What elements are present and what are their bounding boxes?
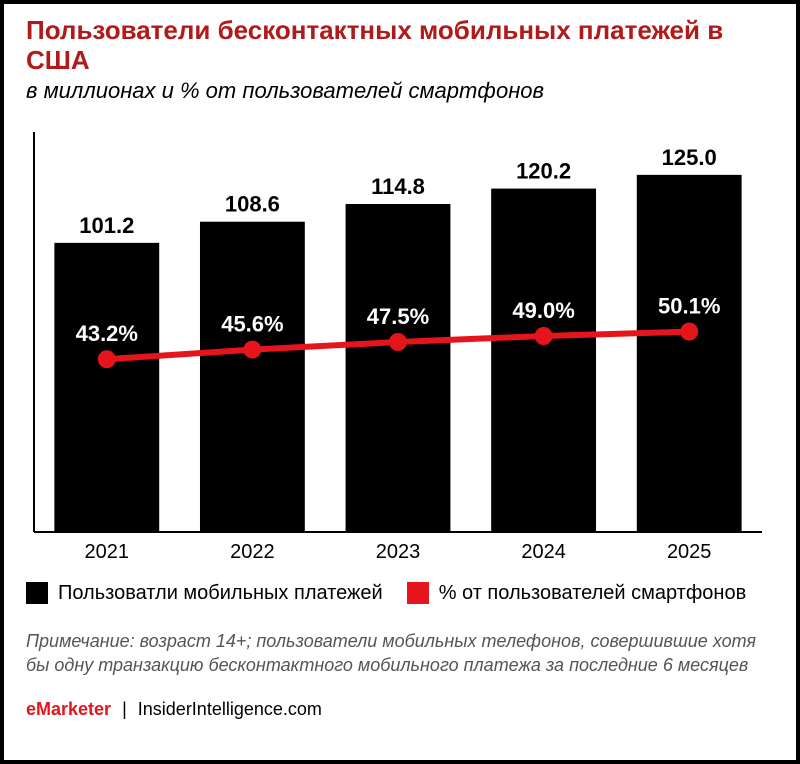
chart-footnote: Примечание: возраст 14+; пользователи мо…: [26, 629, 774, 678]
chart-legend: Пользоватли мобильных платежей % от поль…: [26, 582, 774, 605]
category-label: 2023: [376, 541, 421, 563]
category-label: 2022: [230, 541, 275, 563]
pct-label: 49.0%: [512, 298, 574, 323]
pct-label: 47.5%: [367, 304, 429, 329]
legend-label-line: % от пользователей смартфонов: [439, 582, 747, 605]
bar-value-label: 108.6: [225, 191, 280, 216]
source-brand: eMarketer: [26, 699, 111, 719]
legend-swatch-line: [407, 582, 429, 604]
category-label: 2024: [521, 541, 566, 563]
chart-subtitle: в миллионах и % от пользователей смартфо…: [26, 78, 774, 104]
bar-value-label: 125.0: [662, 145, 717, 170]
category-label: 2021: [85, 541, 130, 563]
pct-label: 45.6%: [221, 311, 283, 336]
bar: [637, 175, 742, 532]
source-site: InsiderIntelligence.com: [138, 699, 322, 719]
bar-value-label: 114.8: [371, 174, 425, 199]
legend-label-bars: Пользоватли мобильных платежей: [58, 582, 383, 605]
chart-area: 101.2 2021 108.6 2022 114.8 2023 120.2 2024 125.…: [26, 132, 774, 572]
bar: [200, 221, 305, 531]
pct-label: 43.2%: [76, 321, 138, 346]
legend-item-bars: Пользоватли мобильных платежей: [26, 582, 383, 605]
bar-value-label: 101.2: [79, 213, 134, 238]
line-marker: [680, 322, 698, 340]
source-separator: |: [122, 699, 127, 719]
category-label: 2025: [667, 541, 712, 563]
legend-item-line: % от пользователей смартфонов: [407, 582, 747, 605]
line-marker: [98, 350, 116, 368]
bar: [54, 243, 159, 532]
bar-line-chart: 101.2 2021 108.6 2022 114.8 2023 120.2 2024 125.…: [26, 132, 770, 572]
line-marker: [535, 327, 553, 345]
bar: [491, 188, 596, 531]
bar-value-label: 120.2: [516, 158, 571, 183]
line-marker: [243, 340, 261, 358]
chart-title: Пользователи бесконтактных мобильных пла…: [26, 16, 774, 76]
pct-label: 50.1%: [658, 293, 720, 318]
legend-swatch-bars: [26, 582, 48, 604]
chart-source: eMarketer | InsiderIntelligence.com: [26, 699, 774, 720]
bar: [346, 204, 451, 532]
line-marker: [389, 333, 407, 351]
